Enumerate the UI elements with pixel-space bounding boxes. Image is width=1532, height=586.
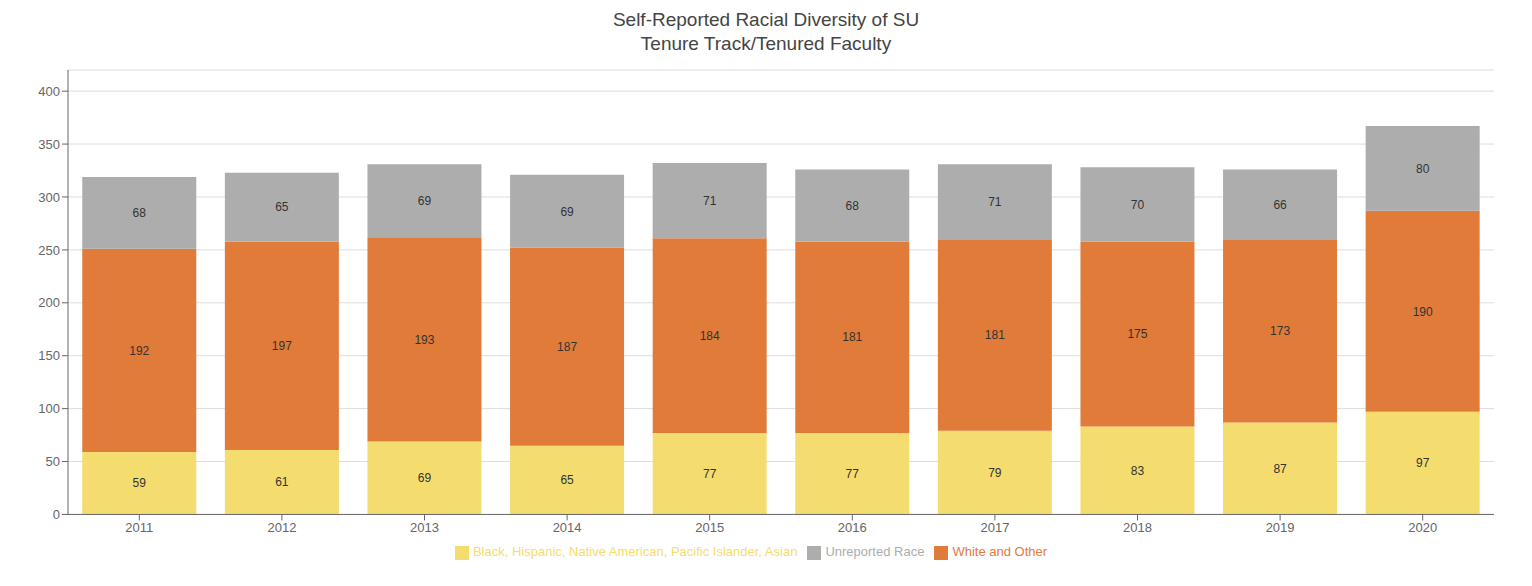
html-text:Self-Reported Racial Diversity: Self-Reported Racial Diversity of SU <box>612 9 920 30</box>
svg-text:71: 71 <box>703 194 717 208</box>
svg-text:65: 65 <box>275 200 289 214</box>
svg-text:2014: 2014 <box>553 520 582 535</box>
svg-text:175: 175 <box>1127 327 1147 341</box>
svg-text:193: 193 <box>414 333 434 347</box>
svg-text:68: 68 <box>846 199 860 213</box>
svg-text:66: 66 <box>1273 198 1287 212</box>
svg-text:100: 100 <box>38 401 60 416</box>
svg-text:0: 0 <box>53 507 60 522</box>
svg-text:97: 97 <box>1416 456 1430 470</box>
svg-text:2012: 2012 <box>267 520 296 535</box>
svg-text:400: 400 <box>38 84 60 99</box>
svg-text:250: 250 <box>38 243 60 258</box>
svg-text:2016: 2016 <box>838 520 867 535</box>
svg-text:2013: 2013 <box>410 520 439 535</box>
svg-text:2019: 2019 <box>1266 520 1295 535</box>
svg-text:68: 68 <box>133 206 147 220</box>
svg-text:50: 50 <box>46 454 60 469</box>
svg-text:181: 181 <box>842 330 862 344</box>
svg-text:65: 65 <box>560 473 574 487</box>
svg-text:187: 187 <box>557 340 577 354</box>
svg-text:2015: 2015 <box>695 520 724 535</box>
svg-text:83: 83 <box>1131 464 1145 478</box>
svg-text:2011: 2011 <box>125 520 153 535</box>
svg-text:77: 77 <box>703 467 717 481</box>
svg-text:87: 87 <box>1273 462 1287 476</box>
svg-text:350: 350 <box>38 137 60 152</box>
svg-text:184: 184 <box>700 329 720 343</box>
svg-text:61: 61 <box>275 475 289 489</box>
svg-text:2020: 2020 <box>1408 520 1437 535</box>
svg-text:77: 77 <box>846 467 860 481</box>
svg-text:69: 69 <box>418 194 432 208</box>
html-text:White and Other: White and Other <box>952 544 1047 560</box>
svg-text:300: 300 <box>38 190 60 205</box>
svg-text:69: 69 <box>418 471 432 485</box>
svg-text:150: 150 <box>38 348 60 363</box>
svg-text:69: 69 <box>560 205 574 219</box>
svg-text:2018: 2018 <box>1123 520 1152 535</box>
svg-text:200: 200 <box>38 295 60 310</box>
svg-text:190: 190 <box>1413 305 1433 319</box>
html-text:Unreported Race: Unreported Race <box>825 544 925 560</box>
svg-text:197: 197 <box>272 339 292 353</box>
svg-text:181: 181 <box>985 328 1005 342</box>
svg-text:80: 80 <box>1416 162 1430 176</box>
svg-text:79: 79 <box>988 466 1002 480</box>
html-text:Black, Hispanic, Native Americ: Black, Hispanic, Native American, Pacifi… <box>473 544 798 560</box>
svg-text:2017: 2017 <box>980 520 1009 535</box>
svg-text:59: 59 <box>133 476 147 490</box>
svg-text:71: 71 <box>988 195 1002 209</box>
html-text:Tenure Track/Tenured Faculty: Tenure Track/Tenured Faculty <box>640 33 892 54</box>
svg-text:192: 192 <box>129 344 149 358</box>
svg-text:70: 70 <box>1131 198 1145 212</box>
svg-text:173: 173 <box>1270 324 1290 338</box>
